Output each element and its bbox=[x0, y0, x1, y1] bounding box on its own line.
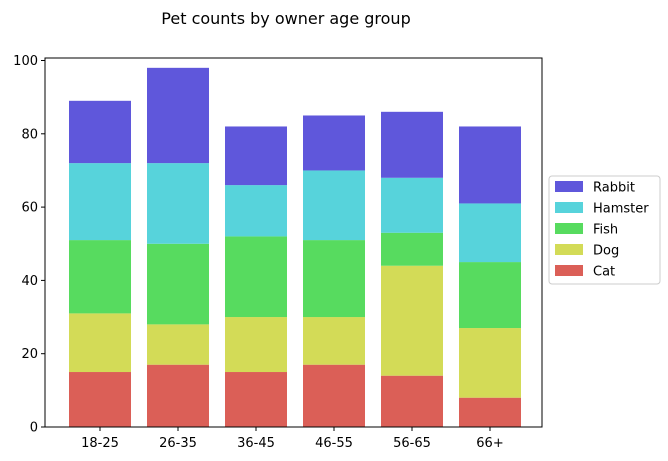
bar-hamster-1 bbox=[147, 163, 209, 244]
x-tick-label-4: 56-65 bbox=[393, 436, 431, 451]
bar-cat-0 bbox=[69, 372, 131, 427]
y-tick-label-1: 20 bbox=[21, 347, 38, 362]
bar-fish-1 bbox=[147, 243, 209, 325]
bar-rabbit-1 bbox=[147, 67, 209, 164]
legend-label-cat: Cat bbox=[593, 265, 615, 280]
bar-rabbit-3 bbox=[303, 115, 365, 171]
bar-dog-3 bbox=[303, 317, 365, 365]
bar-cat-2 bbox=[225, 372, 287, 427]
bar-cat-3 bbox=[303, 364, 365, 427]
bar-fish-5 bbox=[459, 262, 521, 329]
bar-cat-5 bbox=[459, 397, 521, 427]
x-tick-label-5: 66+ bbox=[476, 436, 503, 451]
legend: Rabbit Hamster Fish Dog Cat bbox=[548, 175, 661, 285]
x-tick-label-1: 26-35 bbox=[159, 436, 197, 451]
legend-swatch-rabbit bbox=[555, 181, 583, 192]
bar-dog-5 bbox=[459, 328, 521, 398]
bar-fish-0 bbox=[69, 240, 131, 314]
legend-label-fish: Fish bbox=[593, 223, 618, 238]
bar-dog-4 bbox=[381, 265, 443, 376]
bar-hamster-0 bbox=[69, 163, 131, 241]
bar-rabbit-4 bbox=[381, 111, 443, 178]
bar-cat-4 bbox=[381, 375, 443, 427]
legend-swatch-fish bbox=[555, 223, 583, 234]
bar-dog-2 bbox=[225, 317, 287, 373]
x-tick-label-2: 36-45 bbox=[237, 436, 275, 451]
bar-rabbit-0 bbox=[69, 100, 131, 164]
legend-label-dog: Dog bbox=[593, 244, 619, 259]
x-tick-label-3: 46-55 bbox=[315, 436, 353, 451]
bar-fish-3 bbox=[303, 240, 365, 318]
y-tick-label-3: 60 bbox=[21, 201, 38, 216]
bar-dog-0 bbox=[69, 313, 131, 373]
x-axis: 18-25 26-35 36-45 46-55 56-65 66+ bbox=[81, 427, 504, 451]
plot-frame bbox=[44, 57, 543, 428]
legend-label-hamster: Hamster bbox=[593, 202, 649, 217]
bar-rabbit-2 bbox=[225, 126, 287, 186]
legend-swatch-dog bbox=[555, 244, 583, 255]
bar-dog-1 bbox=[147, 324, 209, 365]
legend-label-rabbit: Rabbit bbox=[593, 181, 635, 196]
bar-hamster-3 bbox=[303, 170, 365, 241]
bar-cat-1 bbox=[147, 364, 209, 427]
bar-hamster-2 bbox=[225, 185, 287, 237]
y-tick-label-0: 0 bbox=[30, 421, 38, 436]
bar-fish-2 bbox=[225, 236, 287, 318]
bar-fish-4 bbox=[381, 232, 443, 266]
y-tick-label-2: 40 bbox=[21, 274, 38, 289]
bars-layer bbox=[69, 67, 521, 427]
y-tick-label-5: 100 bbox=[13, 54, 38, 69]
bar-hamster-4 bbox=[381, 177, 443, 233]
legend-swatch-cat bbox=[555, 265, 583, 276]
bar-rabbit-5 bbox=[459, 126, 521, 204]
bar-hamster-5 bbox=[459, 203, 521, 263]
legend-swatch-hamster bbox=[555, 202, 583, 213]
chart-title: Pet counts by owner age group bbox=[161, 9, 410, 28]
y-tick-label-4: 80 bbox=[21, 127, 38, 142]
x-tick-label-0: 18-25 bbox=[81, 436, 119, 451]
y-axis: 0 20 40 60 80 100 bbox=[13, 54, 45, 436]
